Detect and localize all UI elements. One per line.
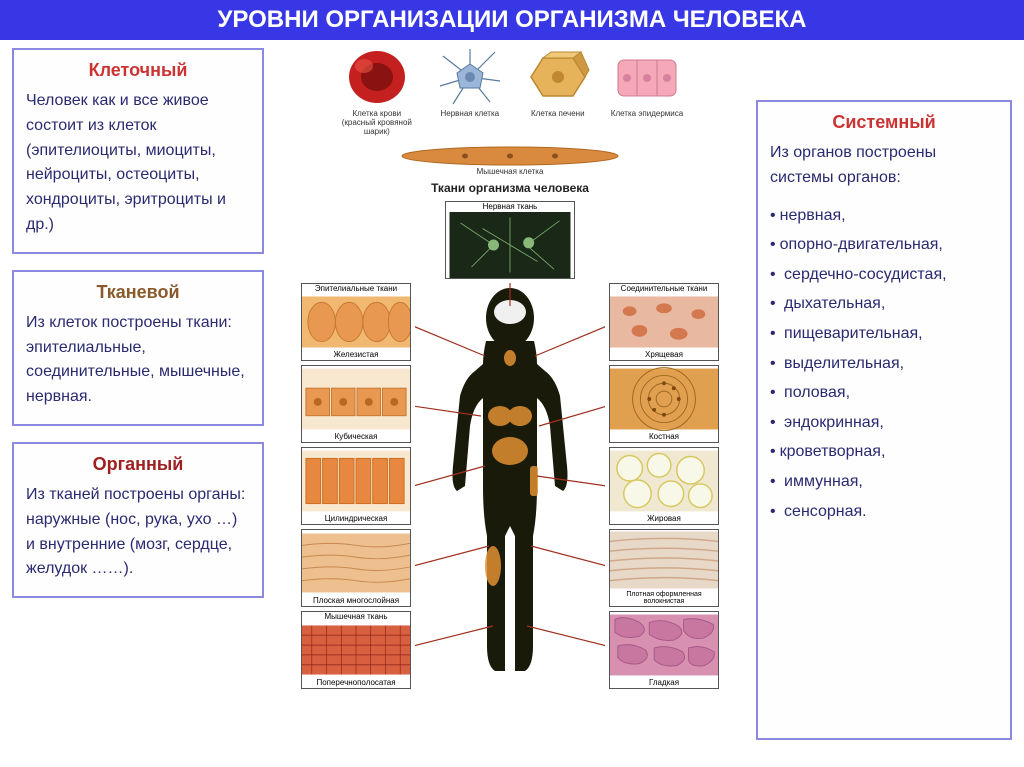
connective-dense-card: Плотная оформленная волокнистая [609, 529, 719, 607]
systemic-item: кроветворная, [770, 437, 998, 467]
systemic-item: нервная, [770, 201, 998, 231]
box-cellular: Клеточный Человек как и все живое состои… [12, 48, 264, 254]
systemic-item: эндокринная, [770, 408, 998, 438]
epidermis-cell-label: Клетка эпидермиса [611, 110, 683, 119]
right-column: Системный Из органов построены системы о… [750, 40, 1024, 765]
cubic-label: Кубическая [302, 432, 410, 442]
page-header: УРОВНИ ОРГАНИЗАЦИИ ОРГАНИЗМА ЧЕЛОВЕКА [0, 0, 1024, 40]
box-systemic-intro: Из органов построены системы органов: [770, 141, 998, 191]
tissue-section-title: Ткани организма человека [431, 181, 589, 195]
human-body [415, 283, 605, 689]
flat-label: Плоская многослойная [302, 596, 410, 606]
systemic-item: сердечно-сосудистая, [770, 260, 998, 290]
systemic-item: опорно-двигательная, [770, 230, 998, 260]
smooth-label: Гладкая [610, 678, 718, 688]
box-organ: Органный Из тканей построены органы: нар… [12, 442, 264, 598]
left-column: Клеточный Человек как и все живое состои… [0, 40, 270, 765]
epithelial-glandular-card: Эпителиальные ткани Железистая [301, 283, 411, 361]
box-cellular-title: Клеточный [26, 60, 250, 81]
box-organ-title: Органный [26, 454, 250, 475]
blood-cell-label: Клетка крови (красный кровяной шарик) [337, 110, 417, 136]
cartilage-label: Хрящевая [610, 350, 718, 360]
muscle-striated-card: Мышечная ткань Поперечнополосатая [301, 611, 411, 689]
systemic-list: нервная, опорно-двигательная, сердечно-с… [770, 201, 998, 527]
bone-label: Костная [610, 432, 718, 442]
connective-fat-card: Жировая [609, 447, 719, 525]
systemic-item: выделительная, [770, 349, 998, 379]
cylindrical-label: Цилиндрическая [302, 514, 410, 524]
main-container: Клеточный Человек как и все живое состои… [0, 40, 1024, 765]
box-tissue: Тканевой Из клеток построены ткани: эпит… [12, 270, 264, 426]
blood-cell: Клетка крови (красный кровяной шарик) [337, 46, 417, 136]
cell-row: Клетка крови (красный кровяной шарик) Не… [337, 46, 683, 136]
systemic-item: дыхательная, [770, 289, 998, 319]
striated-label: Поперечнополосатая [302, 678, 410, 688]
connective-cartilage-card: Соединительные ткани Хрящевая [609, 283, 719, 361]
epithelial-flat-card: Плоская многослойная [301, 529, 411, 607]
systemic-item: иммунная, [770, 467, 998, 497]
muscle-tissue-label-top: Мышечная ткань [302, 612, 410, 622]
tissue-diagram: Нервная ткань Эпителиальные ткани Желези… [301, 201, 719, 689]
systemic-item: сенсорная. [770, 497, 998, 527]
box-tissue-text: Из клеток построены ткани: эпителиальные… [26, 311, 250, 410]
box-systemic: Системный Из органов построены системы о… [756, 100, 1012, 740]
center-column: Клетка крови (красный кровяной шарик) Не… [270, 40, 750, 765]
liver-cell: Клетка печени [523, 46, 593, 136]
muscle-cell-label: Мышечная клетка [477, 168, 544, 177]
box-cellular-text: Человек как и все живое состоит из клето… [26, 89, 250, 238]
fat-label: Жировая [610, 514, 718, 524]
box-systemic-title: Системный [770, 112, 998, 133]
nervous-tissue-label: Нервная ткань [446, 202, 574, 212]
systemic-item: половая, [770, 378, 998, 408]
connective-label-top: Соединительные ткани [610, 284, 718, 294]
box-tissue-title: Тканевой [26, 282, 250, 303]
epidermis-cell: Клетка эпидермиса [611, 46, 683, 136]
liver-cell-label: Клетка печени [531, 110, 585, 119]
box-organ-text: Из тканей построены органы: наружные (но… [26, 483, 250, 582]
glandular-label: Железистая [302, 350, 410, 360]
epithelial-label-top: Эпителиальные ткани [302, 284, 410, 294]
muscle-smooth-card: Гладкая [609, 611, 719, 689]
epithelial-cylindrical-card: Цилиндрическая [301, 447, 411, 525]
systemic-item: пищеварительная, [770, 319, 998, 349]
nerve-cell: Нервная клетка [435, 46, 505, 136]
dense-label: Плотная оформленная волокнистая [610, 590, 718, 606]
nerve-cell-label: Нервная клетка [441, 110, 500, 119]
connective-bone-card: Костная [609, 365, 719, 443]
muscle-cell [395, 142, 625, 170]
epithelial-cubic-card: Кубическая [301, 365, 411, 443]
nervous-tissue-card: Нервная ткань [445, 201, 575, 279]
